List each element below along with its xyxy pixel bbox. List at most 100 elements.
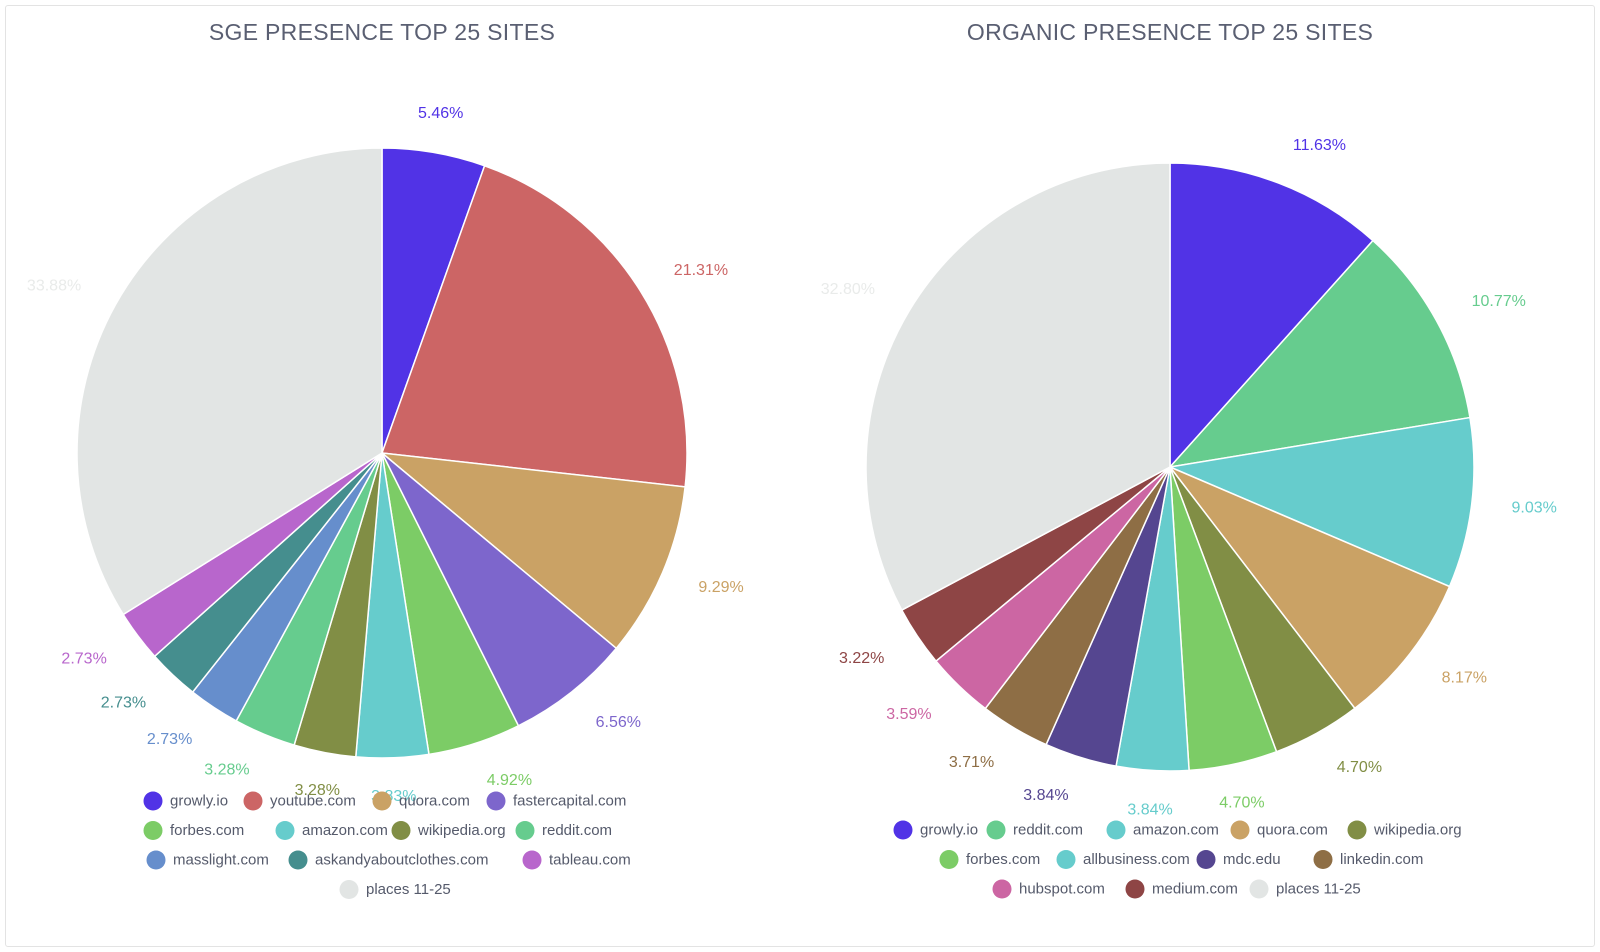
slice-label: 6.56% <box>596 714 641 731</box>
slice-label: 3.84% <box>1023 787 1068 804</box>
slice-label: 3.59% <box>886 706 931 723</box>
slice-label: 4.70% <box>1337 759 1382 776</box>
legend-item-tableau-com[interactable]: tableau.com <box>522 850 631 870</box>
legend-label: wikipedia.org <box>1373 821 1462 838</box>
legend-marker <box>288 850 308 870</box>
legend-label: places 11-25 <box>366 881 451 898</box>
legend-item-places-11-25[interactable]: places 11-25 <box>339 880 451 899</box>
legend-item-places-11-25[interactable]: places 11-25 <box>1249 879 1361 899</box>
legend-item-growly-io[interactable]: growly.io <box>143 791 229 811</box>
slice-label: 11.63% <box>1293 137 1346 154</box>
legend-item-quora-com[interactable]: quora.com <box>1230 820 1328 840</box>
legend-label: mdc.edu <box>1223 851 1281 868</box>
legend-label: growly.io <box>920 821 978 838</box>
chart-panel: SGE PRESENCE TOP 25 SITES 5.46% 21.31% 9.29… <box>5 5 1595 947</box>
pie-chart-2: ORGANIC PRESENCE TOP 25 SITES 11.63% 10.77… <box>821 19 1557 899</box>
slice-label: 8.17% <box>1442 669 1487 686</box>
legend-marker <box>1249 879 1269 899</box>
legend-marker <box>893 820 913 840</box>
legend-label: amazon.com <box>302 822 388 839</box>
pie-slice-amazon-com[interactable] <box>1167 416 1475 588</box>
pie-slice-fastercapital-com[interactable] <box>381 452 618 727</box>
legend-marker <box>1313 850 1333 869</box>
legend-marker <box>143 821 163 840</box>
legend-label: medium.com <box>1152 880 1238 897</box>
legend-marker <box>391 821 411 840</box>
slice-label: 5.46% <box>418 105 463 122</box>
slice-label: 2.73% <box>101 695 146 712</box>
legend-marker <box>1196 850 1216 869</box>
legend-marker <box>339 880 359 899</box>
slice-label: 4.70% <box>1219 795 1264 812</box>
slice-label: 9.29% <box>698 579 743 596</box>
legend-marker <box>1056 850 1076 869</box>
legend-item-forbes-com[interactable]: forbes.com <box>143 821 245 840</box>
pie-chart-1: SGE PRESENCE TOP 25 SITES 5.46% 21.31% 9.29… <box>27 19 744 899</box>
legend-item-reddit-com[interactable]: reddit.com <box>515 821 613 840</box>
legend: growly.io youtube.com quora.com fastercapit… <box>143 791 631 899</box>
legend-item-askandyaboutclothes-com[interactable]: askandyaboutclothes.com <box>288 850 489 870</box>
legend-item-amazon-com[interactable]: amazon.com <box>1106 820 1219 840</box>
legend-label: askandyaboutclothes.com <box>315 851 488 868</box>
legend-item-masslight-com[interactable]: masslight.com <box>146 850 269 870</box>
legend-label: quora.com <box>399 792 470 809</box>
legend-label: youtube.com <box>270 792 356 809</box>
legend-item-wikipedia-org[interactable]: wikipedia.org <box>391 821 506 840</box>
legend-label: forbes.com <box>966 851 1040 868</box>
legend-item-forbes-com[interactable]: forbes.com <box>939 850 1041 869</box>
legend-marker <box>143 791 163 811</box>
pie-slice-youtube-com[interactable] <box>380 164 688 488</box>
slice-label: 2.73% <box>61 651 106 668</box>
slice-label: 9.03% <box>1512 500 1557 517</box>
legend-marker <box>486 791 506 811</box>
legend-label: growly.io <box>170 792 228 809</box>
legend-marker <box>1230 820 1250 840</box>
chart-title: ORGANIC PRESENCE TOP 25 SITES <box>967 19 1373 45</box>
legend-label: places 11-25 <box>1276 880 1361 897</box>
pie-slice-reddit-com[interactable] <box>1168 239 1471 469</box>
legend-item-fastercapital-com[interactable]: fastercapital.com <box>486 791 627 811</box>
pie-slice-places-11-25[interactable] <box>76 147 383 616</box>
slice-label: 3.22% <box>839 650 884 667</box>
legend-marker <box>275 821 295 840</box>
legend-marker <box>522 850 542 870</box>
pie-slice-growly-io[interactable] <box>1169 162 1374 469</box>
legend-item-growly-io[interactable]: growly.io <box>893 820 979 840</box>
legend-label: fastercapital.com <box>513 792 626 809</box>
legend-label: hubspot.com <box>1019 880 1105 897</box>
legend-item-amazon-com[interactable]: amazon.com <box>275 821 388 840</box>
legend-item-linkedin-com[interactable]: linkedin.com <box>1313 850 1424 869</box>
legend-label: masslight.com <box>173 851 269 868</box>
legend-item-wikipedia-org[interactable]: wikipedia.org <box>1347 820 1462 840</box>
legend-item-reddit-com[interactable]: reddit.com <box>986 820 1084 840</box>
slice-label: 3.28% <box>204 762 249 779</box>
slice-label: 2.73% <box>147 731 192 748</box>
legend-item-mdc-edu[interactable]: mdc.edu <box>1196 850 1281 869</box>
legend-item-hubspot-com[interactable]: hubspot.com <box>992 879 1105 899</box>
legend-label: linkedin.com <box>1340 851 1423 868</box>
legend-item-youtube-com[interactable]: youtube.com <box>243 791 356 811</box>
legend-label: quora.com <box>1257 821 1328 838</box>
legend-marker <box>146 850 166 870</box>
legend-item-quora-com[interactable]: quora.com <box>372 791 470 811</box>
legend-marker <box>243 791 263 811</box>
slice-label: 10.77% <box>1472 293 1526 310</box>
pie-slice-quora-com[interactable] <box>379 451 686 650</box>
chart-title: SGE PRESENCE TOP 25 SITES <box>209 19 555 45</box>
legend-marker <box>515 821 535 840</box>
legend-item-medium-com[interactable]: medium.com <box>1125 879 1238 899</box>
legend-marker <box>1347 820 1367 840</box>
legend: growly.io reddit.com amazon.com quora.com wi… <box>893 820 1462 899</box>
pie-slice-quora-com[interactable] <box>1167 465 1451 710</box>
legend-label: forbes.com <box>170 822 244 839</box>
pie-slice-places-11-25[interactable] <box>865 162 1171 612</box>
legend-marker <box>1125 879 1145 899</box>
legend-label: reddit.com <box>1013 821 1083 838</box>
legend-item-allbusiness-com[interactable]: allbusiness.com <box>1056 850 1190 869</box>
slice-label: 3.84% <box>1127 802 1172 819</box>
legend-marker <box>986 820 1006 840</box>
legend-marker <box>939 850 959 869</box>
legend-marker <box>1106 820 1126 840</box>
legend-label: wikipedia.org <box>417 822 506 839</box>
legend-label: amazon.com <box>1133 821 1219 838</box>
